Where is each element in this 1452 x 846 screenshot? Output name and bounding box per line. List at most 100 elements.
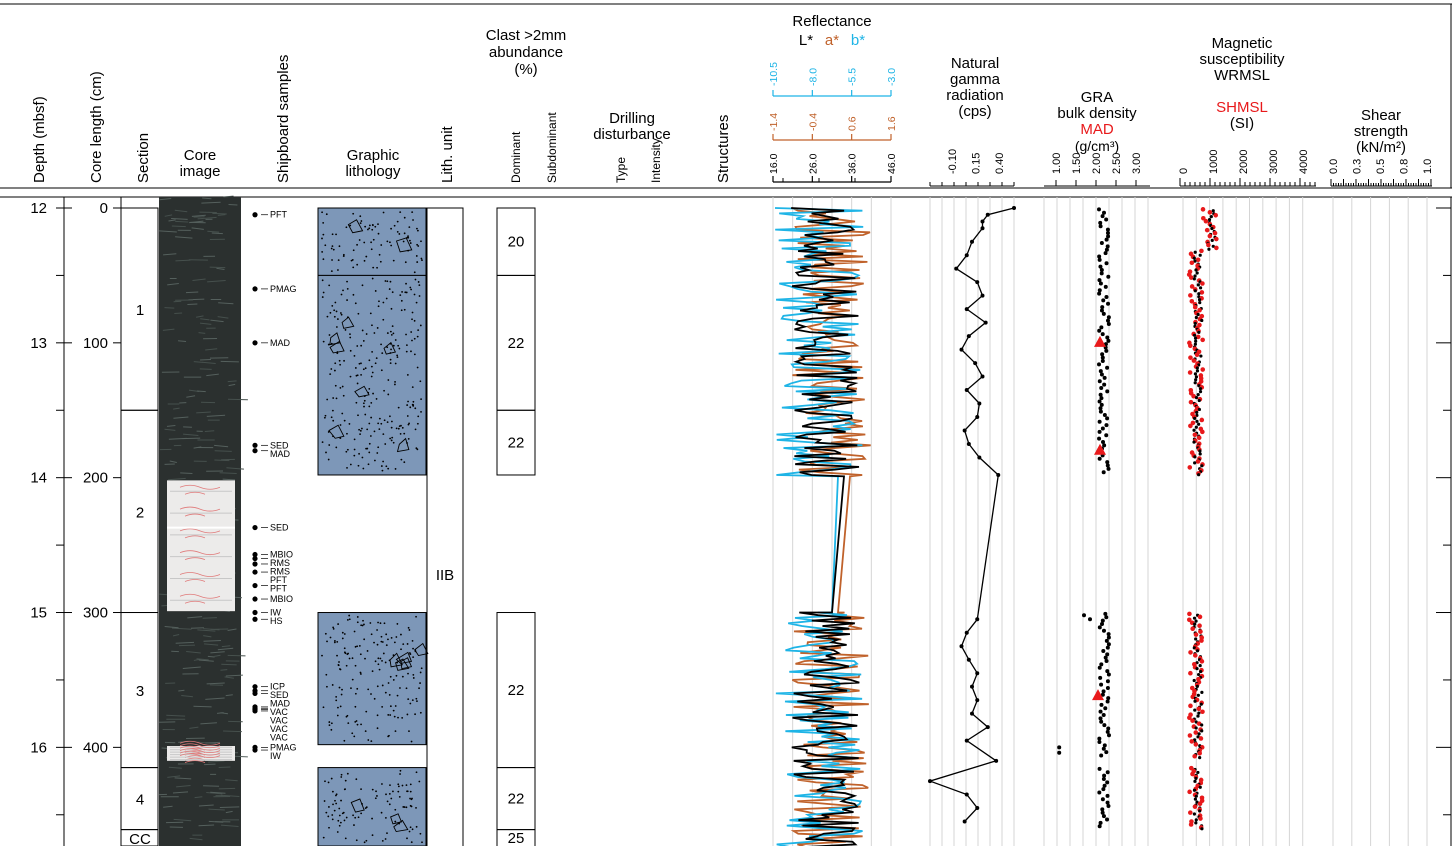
lithology-dot xyxy=(357,312,360,315)
section-label: 2 xyxy=(136,504,144,521)
core-texture xyxy=(199,322,212,325)
wrmsl-point xyxy=(1194,425,1198,429)
lithology-clast xyxy=(354,385,370,398)
wrmsl-point xyxy=(1193,622,1197,626)
shmsl-point xyxy=(1198,736,1204,741)
lithology-dot xyxy=(382,433,385,436)
gra-point xyxy=(1097,625,1102,630)
lithology-dot xyxy=(330,728,333,731)
subdominant-header: Subdominant xyxy=(545,112,559,183)
lithology-dot xyxy=(359,653,362,656)
lithology-dot xyxy=(346,448,349,451)
gra-unit: (g/cm³) xyxy=(1075,138,1119,154)
lithology-dot xyxy=(347,722,350,725)
lithology-dot xyxy=(330,416,333,419)
lithology-dot xyxy=(386,240,389,243)
core-texture xyxy=(227,380,237,383)
core-texture xyxy=(225,779,238,782)
wrmsl-point xyxy=(1200,318,1204,323)
lithology-dot xyxy=(349,375,352,378)
ngr-point xyxy=(970,239,974,244)
section-label: 3 xyxy=(136,683,144,700)
ngr-point xyxy=(962,428,967,433)
gra-point xyxy=(1103,251,1108,256)
gra-point xyxy=(1098,716,1103,721)
gra-point xyxy=(1104,261,1109,266)
lithology-dot xyxy=(339,386,342,389)
lithology-dot xyxy=(375,357,378,360)
core-texture xyxy=(205,697,225,700)
lithology-dot xyxy=(390,439,393,442)
sample-label: MBIO xyxy=(270,594,293,604)
gra-point xyxy=(1100,355,1105,360)
sample-dot xyxy=(252,569,258,575)
lithology-dot xyxy=(326,398,329,401)
wrmsl-point xyxy=(1194,378,1198,382)
core-annotation xyxy=(179,484,221,495)
sample-dot xyxy=(252,448,258,454)
lithology-dot xyxy=(384,443,387,445)
lithology-dot xyxy=(411,699,414,702)
gra-point xyxy=(1097,436,1102,441)
sample-label: PFT xyxy=(270,575,288,585)
shmsl-point xyxy=(1196,435,1202,441)
gra-point xyxy=(1098,409,1103,414)
shmsl-point xyxy=(1192,753,1197,759)
core-length-tick-label: 400 xyxy=(83,739,108,756)
lithology-dot xyxy=(330,722,333,725)
lithology-dot xyxy=(412,219,414,221)
lithology-dot xyxy=(411,828,414,831)
wrmsl-point xyxy=(1210,238,1214,242)
gra-point xyxy=(1097,288,1102,293)
lithology-dot xyxy=(402,643,405,646)
gra-point xyxy=(1102,443,1107,448)
core-texture xyxy=(173,818,192,822)
lithology-dot xyxy=(407,400,409,403)
lithology-dot xyxy=(329,636,332,639)
core-texture xyxy=(159,197,172,201)
lithology-dot xyxy=(322,258,325,261)
lithology-dot xyxy=(344,329,347,331)
wrmsl-point xyxy=(1196,714,1200,718)
shmsl-point xyxy=(1189,299,1195,304)
lithology-dot xyxy=(343,739,346,742)
core-texture xyxy=(220,669,228,671)
shmsl-point xyxy=(1186,617,1192,623)
lithology-dot xyxy=(331,409,334,412)
gra-point xyxy=(1098,820,1103,825)
gra-point xyxy=(1097,790,1102,795)
lithology-dot xyxy=(327,781,330,784)
lithology-clast xyxy=(390,813,403,825)
gra-point xyxy=(1101,210,1106,215)
lithology-dot xyxy=(410,350,412,353)
wrmsl-point xyxy=(1193,461,1197,465)
shmsl-point xyxy=(1203,218,1209,224)
lithology-dot xyxy=(336,831,339,833)
sample-label: MBIO xyxy=(270,550,293,560)
core-texture xyxy=(193,361,203,363)
lithology-dot xyxy=(328,444,331,446)
shmsl-point xyxy=(1200,337,1205,343)
shmsl-point xyxy=(1201,215,1206,221)
lithology-dot xyxy=(332,248,335,251)
core-texture xyxy=(191,227,204,230)
lithology-dot xyxy=(411,639,414,642)
lithology-dot xyxy=(421,259,423,262)
lithology-dot xyxy=(325,451,327,454)
lithology-dot xyxy=(358,362,361,365)
lithology-dot xyxy=(385,793,387,796)
gra-point xyxy=(1106,804,1111,809)
core-texture xyxy=(225,810,233,814)
lithology-dot xyxy=(405,333,407,336)
wrmsl-point xyxy=(1200,827,1204,831)
lithology-dot xyxy=(388,694,391,696)
gra-point xyxy=(1097,429,1102,434)
wrmsl-point xyxy=(1198,253,1202,257)
gra-point xyxy=(1105,244,1110,249)
lithology-dot xyxy=(359,671,362,674)
ngr-point xyxy=(964,630,969,635)
shmsl-point xyxy=(1187,370,1193,375)
lithology-dot xyxy=(417,415,420,418)
wrmsl-point xyxy=(1200,464,1204,468)
core-texture xyxy=(205,348,218,351)
